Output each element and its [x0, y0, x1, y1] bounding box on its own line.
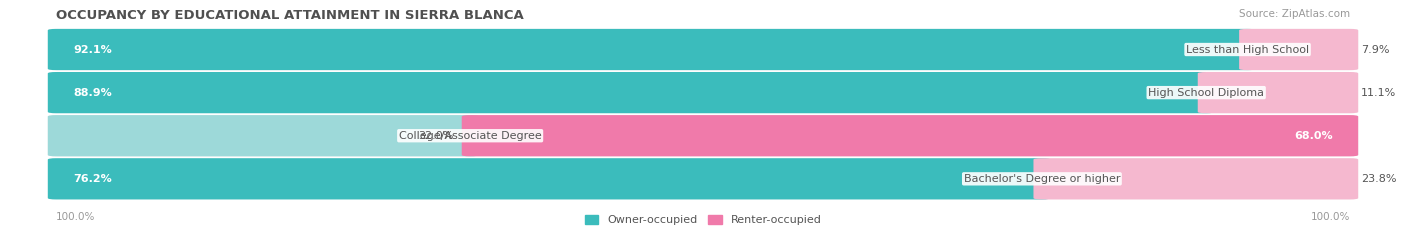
Text: Less than High School: Less than High School: [1187, 45, 1309, 55]
FancyBboxPatch shape: [1033, 158, 1358, 199]
Text: OCCUPANCY BY EDUCATIONAL ATTAINMENT IN SIERRA BLANCA: OCCUPANCY BY EDUCATIONAL ATTAINMENT IN S…: [56, 9, 524, 22]
Text: Source: ZipAtlas.com: Source: ZipAtlas.com: [1239, 9, 1350, 19]
FancyBboxPatch shape: [48, 115, 478, 156]
FancyBboxPatch shape: [48, 72, 1215, 113]
FancyBboxPatch shape: [48, 29, 1256, 70]
FancyBboxPatch shape: [48, 115, 1358, 156]
FancyBboxPatch shape: [1198, 72, 1358, 113]
Text: 100.0%: 100.0%: [1310, 212, 1350, 222]
Legend: Owner-occupied, Renter-occupied: Owner-occupied, Renter-occupied: [585, 215, 821, 225]
Text: Bachelor's Degree or higher: Bachelor's Degree or higher: [963, 174, 1121, 184]
Text: 92.1%: 92.1%: [73, 45, 112, 55]
Text: College/Associate Degree: College/Associate Degree: [399, 131, 541, 141]
FancyBboxPatch shape: [461, 115, 1358, 156]
Text: 76.2%: 76.2%: [73, 174, 112, 184]
Text: 7.9%: 7.9%: [1361, 45, 1389, 55]
Text: 23.8%: 23.8%: [1361, 174, 1396, 184]
FancyBboxPatch shape: [48, 29, 1358, 70]
Text: 68.0%: 68.0%: [1295, 131, 1333, 141]
FancyBboxPatch shape: [48, 158, 1050, 199]
FancyBboxPatch shape: [48, 158, 1358, 199]
Text: 88.9%: 88.9%: [73, 88, 112, 98]
FancyBboxPatch shape: [48, 72, 1358, 113]
Text: 100.0%: 100.0%: [56, 212, 96, 222]
Text: 32.0%: 32.0%: [418, 131, 453, 141]
FancyBboxPatch shape: [1239, 29, 1358, 70]
Text: High School Diploma: High School Diploma: [1149, 88, 1264, 98]
Text: 11.1%: 11.1%: [1361, 88, 1396, 98]
